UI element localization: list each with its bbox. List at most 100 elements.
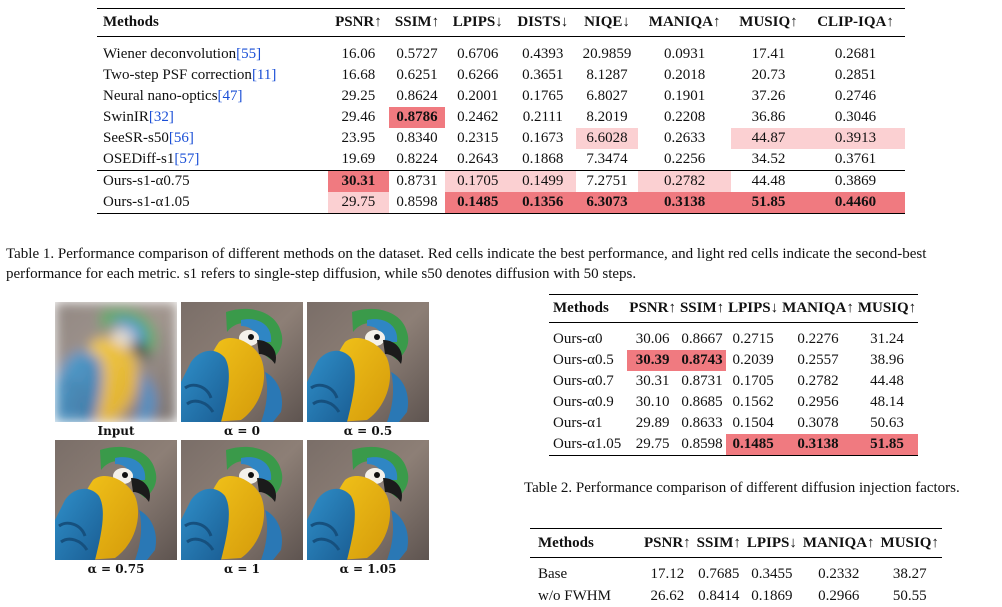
- col-header-lpips: LPIPS↓: [726, 294, 781, 323]
- value-cell: 0.8340: [396, 130, 438, 146]
- col-header-methods: Methods: [530, 528, 641, 558]
- col-header-psnr: PSNR↑: [627, 294, 678, 323]
- value-cell: 0.1562: [732, 394, 774, 410]
- value-cell: 0.2681: [834, 46, 877, 62]
- best-value-cell: 0.8786: [388, 107, 446, 128]
- image-label: α = 0: [224, 424, 260, 438]
- value-cell: 0.1504: [732, 415, 774, 431]
- table-row: Ours-s1-α0.75 30.31 0.8731 0.1705 0.1499…: [97, 170, 905, 192]
- method-cell: Ours-α1: [553, 415, 603, 431]
- method-cell: Ours-s1-α1.05: [97, 192, 329, 214]
- second-best-value-cell: 44.87: [730, 128, 807, 149]
- best-value-cell: 0.1485: [726, 434, 781, 456]
- col-header-ssim: SSIM↑: [388, 8, 446, 37]
- citation-link[interactable]: [32]: [148, 109, 174, 125]
- value-cell: 23.95: [341, 130, 376, 146]
- value-cell: 30.06: [635, 331, 670, 347]
- col-header-psnr: PSNR↑: [328, 8, 389, 37]
- table-header-row: Methods PSNR↑ SSIM↑ LPIPS↓ DISTS↓ NIQE↓ …: [97, 8, 905, 37]
- value-cell: 0.2782: [797, 373, 839, 389]
- method-cell: w/o FWHM: [538, 587, 611, 604]
- citation-link[interactable]: [55]: [236, 46, 262, 62]
- value-cell: 0.2039: [732, 352, 774, 368]
- best-value-cell: 0.1356: [509, 192, 576, 214]
- value-cell: 0.1868: [522, 151, 564, 167]
- col-header-methods: Methods: [97, 8, 329, 37]
- col-header-dists: DISTS↓: [509, 8, 576, 37]
- best-value-cell: 0.3138: [638, 192, 731, 214]
- value-cell: 0.8414: [698, 587, 740, 604]
- best-value-cell: 0.1485: [445, 192, 510, 214]
- table-row: Ours-α0.7 30.31 0.8731 0.1705 0.2782 44.…: [549, 371, 918, 392]
- value-cell: 0.6706: [457, 46, 499, 62]
- method-cell: Base: [538, 565, 568, 582]
- value-cell: 29.75: [627, 434, 678, 456]
- col-header-maniqa: MANIQA↑: [799, 528, 878, 558]
- value-cell: 0.8731: [388, 170, 446, 192]
- value-cell: 0.1869: [751, 587, 793, 604]
- col-header-clip-iqa: CLIP-IQA↑: [806, 8, 905, 37]
- value-cell: 48.14: [870, 394, 904, 410]
- value-cell: 7.3474: [586, 151, 628, 167]
- value-cell: 36.86: [751, 109, 786, 125]
- value-cell: 0.3651: [522, 67, 564, 83]
- value-cell: 29.46: [341, 109, 376, 125]
- method-cell: Ours-α0.5: [553, 352, 614, 368]
- value-cell: 0.2851: [834, 67, 877, 83]
- value-cell: 17.41: [751, 46, 786, 62]
- value-cell: 0.8633: [681, 415, 723, 431]
- best-value-cell: 6.3073: [575, 192, 639, 214]
- second-best-value-cell: 0.1705: [445, 170, 510, 192]
- value-cell: 0.8685: [681, 394, 723, 410]
- table-1-method-comparison: Methods PSNR↑ SSIM↑ LPIPS↓ DISTS↓ NIQE↓ …: [97, 8, 905, 214]
- image-label: Input: [97, 424, 135, 438]
- col-header-methods: Methods: [549, 294, 628, 323]
- value-cell: 0.2956: [797, 394, 839, 410]
- value-cell: 20.9859: [582, 46, 632, 62]
- value-cell: 0.3046: [834, 109, 877, 125]
- value-cell: 19.69: [341, 151, 376, 167]
- value-cell: 8.2019: [586, 109, 628, 125]
- col-header-musiq: MUSIQ↑: [877, 528, 942, 558]
- table-row: Ours-α0.9 30.10 0.8685 0.1562 0.2956 48.…: [549, 392, 918, 413]
- col-header-psnr: PSNR↑: [641, 528, 694, 558]
- col-header-maniqa: MANIQA↑: [780, 294, 856, 323]
- value-cell: 0.2966: [818, 587, 860, 604]
- image-label: α = 0.75: [87, 562, 145, 576]
- value-cell: 0.2557: [797, 352, 839, 368]
- citation-link[interactable]: [56]: [168, 130, 194, 146]
- col-header-ssim: SSIM↑: [677, 294, 727, 323]
- value-cell: 6.8027: [586, 88, 628, 104]
- method-cell: OSEDiff-s1[57]: [103, 151, 200, 167]
- table-2-injection-factors: Methods PSNR↑ SSIM↑ LPIPS↓ MANIQA↑ MUSIQ…: [549, 294, 919, 456]
- table-row: Neural nano-optics[47] 29.25 0.8624 0.20…: [97, 86, 905, 107]
- table-3-ablation: Methods PSNR↑ SSIM↑ LPIPS↓ MANIQA↑ MUSIQ…: [530, 528, 942, 607]
- value-cell: 0.2633: [664, 130, 706, 146]
- col-header-ssim: SSIM↑: [693, 528, 744, 558]
- value-cell: 0.8224: [396, 151, 438, 167]
- table-row: w/o FWHM 26.62 0.8414 0.1869 0.2966 50.5…: [530, 585, 942, 607]
- value-cell: 44.48: [730, 170, 807, 192]
- value-cell: 0.2001: [457, 88, 499, 104]
- image-alpha-1: [181, 440, 303, 560]
- value-cell: 31.24: [870, 331, 904, 347]
- citation-link[interactable]: [11]: [251, 67, 277, 83]
- best-value-cell: 0.8743: [677, 350, 727, 371]
- value-cell: 16.06: [341, 46, 376, 62]
- citation-link[interactable]: [57]: [174, 151, 200, 167]
- value-cell: 29.25: [341, 88, 376, 104]
- image-alpha-0-5: [307, 302, 429, 422]
- citation-link[interactable]: [47]: [217, 88, 243, 104]
- method-cell: Neural nano-optics[47]: [103, 88, 243, 104]
- best-value-cell: 51.85: [855, 434, 919, 456]
- value-cell: 50.63: [870, 415, 904, 431]
- method-cell: Two-step PSF correction[11]: [103, 67, 277, 83]
- value-cell: 0.2276: [797, 331, 839, 347]
- value-cell: 38.96: [870, 352, 904, 368]
- image-alpha-1-05: [307, 440, 429, 560]
- method-cell: Ours-α0.9: [553, 394, 614, 410]
- best-value-cell: 30.39: [627, 350, 678, 371]
- value-cell: 0.3869: [806, 170, 905, 192]
- table-row: OSEDiff-s1[57] 19.69 0.8224 0.2643 0.186…: [97, 149, 905, 171]
- value-cell: 0.8624: [396, 88, 438, 104]
